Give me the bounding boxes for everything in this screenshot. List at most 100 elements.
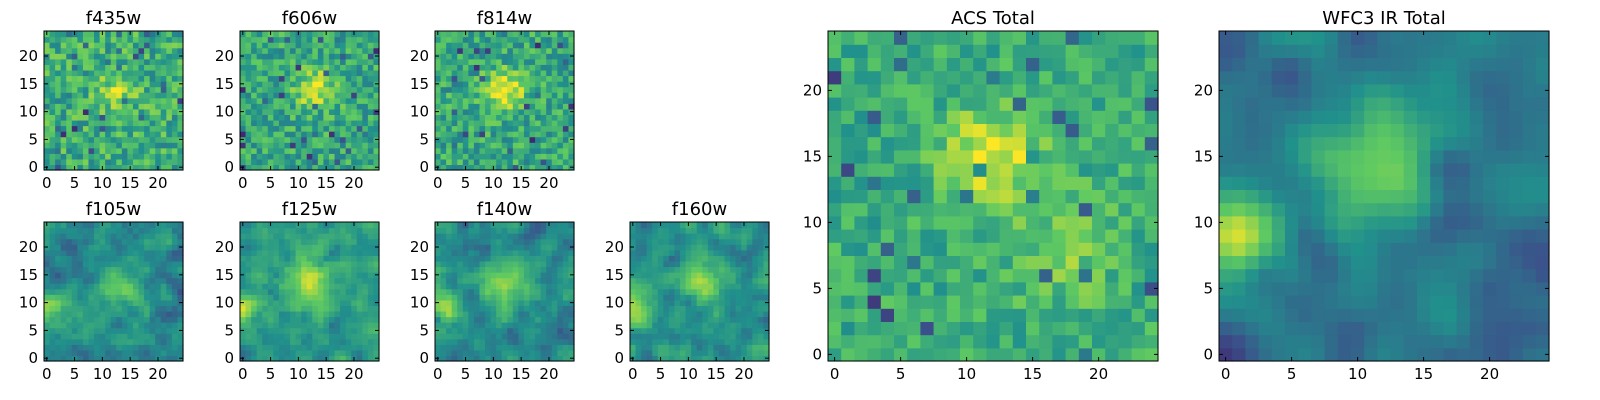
heatmap-cell — [301, 53, 308, 60]
heatmap-cell — [340, 131, 347, 138]
heatmap-cell — [512, 333, 519, 340]
heatmap-cell — [920, 308, 935, 322]
heatmap-cell — [82, 233, 90, 240]
heatmap-cell — [490, 322, 497, 329]
heatmap-cell — [44, 349, 51, 357]
heatmap-cell — [127, 131, 134, 138]
heatmap-cell — [501, 42, 508, 49]
heatmap-cell — [334, 153, 341, 160]
heatmap-cell — [55, 75, 62, 82]
heatmap-cell — [435, 92, 442, 99]
heatmap-cell — [1065, 31, 1080, 45]
heatmap-cell — [1012, 215, 1027, 230]
heatmap-cell — [540, 338, 547, 345]
heatmap-cell — [306, 108, 313, 115]
heatmap-cell — [551, 86, 558, 93]
heatmap-cell — [132, 338, 140, 345]
heatmap-cell — [457, 244, 464, 251]
heatmap-cell — [523, 227, 531, 234]
heatmap-cell — [127, 97, 134, 104]
heatmap-cell — [641, 283, 648, 290]
heatmap-cell — [49, 114, 56, 121]
heatmap-cell — [284, 349, 291, 357]
heatmap-cell — [854, 123, 869, 138]
heatmap-cell — [529, 260, 536, 268]
heatmap-cell — [121, 119, 128, 127]
heatmap-cell — [88, 294, 95, 301]
heatmap-cell — [55, 255, 62, 262]
heatmap-cell — [1065, 242, 1080, 256]
heatmap-cell — [127, 327, 134, 334]
heatmap-cell — [44, 316, 51, 323]
heatmap-cell — [262, 114, 269, 121]
heatmap-cell — [356, 288, 363, 295]
heatmap-cell — [99, 260, 106, 268]
heatmap-cell — [568, 260, 575, 268]
heatmap-cell — [340, 136, 347, 143]
heatmap-cell — [110, 294, 117, 301]
heatmap-cell — [278, 283, 286, 290]
heatmap-cell — [535, 53, 542, 60]
heatmap-cell — [529, 158, 536, 166]
heatmap-cell — [490, 255, 497, 262]
heatmap-cell — [367, 119, 375, 127]
heatmap-cell — [652, 294, 659, 301]
heatmap-cell — [373, 233, 380, 240]
heatmap-cell — [630, 294, 637, 301]
heatmap-cell — [1144, 255, 1159, 270]
heatmap-cell — [867, 347, 882, 362]
heatmap-cell — [1039, 347, 1053, 362]
heatmap-cell — [121, 36, 128, 43]
heatmap-cell — [290, 164, 297, 171]
heatmap-cell — [691, 338, 698, 345]
heatmap-cell — [334, 86, 341, 93]
heatmap-cell — [155, 42, 162, 49]
heatmap-cell — [630, 349, 637, 357]
heatmap-cell — [251, 108, 258, 115]
heatmap-cell — [507, 305, 514, 312]
heatmap-cell — [66, 277, 73, 284]
heatmap-cell — [60, 349, 67, 357]
heatmap-cell — [1118, 308, 1133, 322]
heatmap-cell — [44, 58, 51, 65]
heatmap-cell — [132, 305, 140, 312]
heatmap-cell — [490, 142, 497, 149]
heatmap-cell — [273, 81, 280, 88]
heatmap-cell — [691, 299, 698, 306]
heatmap-cell — [177, 227, 184, 234]
heatmap-cell — [657, 333, 664, 340]
heatmap-cell — [1078, 136, 1093, 151]
heatmap-cell — [1026, 202, 1040, 217]
heatmap-cell — [540, 327, 547, 334]
heatmap-cell — [328, 164, 336, 171]
heatmap-cell — [295, 142, 302, 149]
heatmap-cell — [457, 294, 464, 301]
heatmap-cell — [138, 31, 145, 38]
heatmap-cell — [512, 53, 519, 60]
heatmap-cell — [362, 114, 369, 121]
heatmap-cell — [501, 277, 508, 284]
heatmap-cell — [121, 142, 128, 149]
heatmap-cell — [312, 114, 319, 121]
heatmap-cell — [356, 355, 363, 362]
heatmap-cell — [267, 153, 274, 160]
heatmap-cell — [340, 75, 347, 82]
heatmap-cell — [121, 47, 128, 54]
heatmap-cell — [116, 227, 123, 234]
heatmap-cell — [999, 57, 1014, 72]
heatmap-cell — [301, 233, 308, 240]
heatmap-cell — [273, 349, 280, 357]
heatmap-cell — [240, 64, 247, 71]
heatmap-cell — [496, 136, 503, 143]
heatmap-cell — [490, 158, 497, 166]
heatmap-cell — [373, 153, 380, 160]
heatmap-cell — [435, 249, 442, 256]
heatmap-cell — [267, 344, 274, 351]
heatmap-cell — [166, 349, 173, 357]
heatmap-cell — [529, 238, 536, 245]
x-tick-label: 5 — [266, 174, 276, 192]
heatmap-cell — [77, 103, 84, 110]
heatmap-cell — [529, 142, 536, 149]
heatmap-cell — [340, 92, 347, 99]
heatmap-cell — [55, 114, 62, 121]
